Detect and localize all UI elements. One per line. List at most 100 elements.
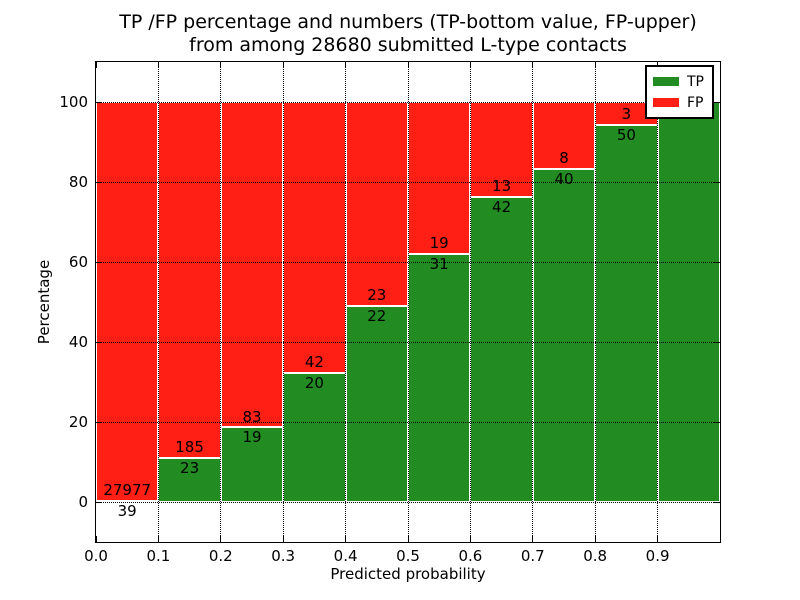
x-tick-mark bbox=[282, 536, 284, 542]
bar-tp-2 bbox=[220, 427, 284, 502]
bar-tp-8 bbox=[595, 124, 658, 502]
chart-title-line2: from among 28680 submitted L-type contac… bbox=[189, 34, 627, 56]
x-tick-mark bbox=[345, 536, 347, 542]
y-tick-mark bbox=[714, 501, 720, 503]
legend-entry-tp: TP bbox=[653, 71, 706, 92]
bar-tp-4 bbox=[345, 306, 408, 502]
x-tick-label-0.7: 0.7 bbox=[520, 547, 545, 565]
tp-count-label-2: 19 bbox=[242, 428, 262, 447]
tp-count-label-1: 23 bbox=[180, 458, 200, 477]
v-gridline bbox=[157, 62, 159, 542]
y-tick-label-20: 20 bbox=[68, 413, 88, 431]
bar-tp-9 bbox=[657, 102, 720, 502]
fp-count-label-0: 27977 bbox=[103, 481, 152, 500]
x-tick-mark bbox=[95, 62, 97, 68]
x-tick-mark bbox=[157, 62, 159, 68]
tp-count-label-3: 20 bbox=[304, 373, 324, 392]
x-tick-label-0.2: 0.2 bbox=[208, 547, 233, 565]
x-tick-label-0.4: 0.4 bbox=[333, 547, 358, 565]
x-tick-mark bbox=[469, 536, 471, 542]
x-tick-mark bbox=[719, 62, 721, 68]
x-tick-mark bbox=[532, 62, 534, 68]
bar-fp-2 bbox=[220, 102, 284, 428]
bar-fp-0 bbox=[96, 102, 159, 502]
tp-count-label-5: 31 bbox=[429, 255, 449, 273]
legend-fp-label: FP bbox=[687, 94, 704, 111]
x-tick-mark bbox=[95, 536, 97, 542]
x-tick-label-0.0: 0.0 bbox=[84, 547, 108, 565]
tp-count-label-7: 40 bbox=[554, 169, 574, 188]
x-tick-mark bbox=[407, 62, 409, 68]
v-gridline bbox=[220, 62, 222, 542]
bar-fp-4 bbox=[345, 102, 408, 307]
chart-title-line1: TP /FP percentage and numbers (TP-bottom… bbox=[119, 11, 697, 33]
y-tick-mark bbox=[714, 421, 720, 423]
x-tick-mark bbox=[657, 536, 659, 542]
bar-tp-6 bbox=[470, 196, 533, 502]
bar-fp-3 bbox=[283, 102, 346, 373]
tp-count-label-0: 39 bbox=[117, 502, 137, 521]
y-tick-label-0: 0 bbox=[78, 493, 88, 511]
x-tick-mark bbox=[469, 62, 471, 68]
bar-tp-5 bbox=[408, 254, 471, 502]
y-tick-mark bbox=[96, 181, 102, 183]
tp-count-label-6: 42 bbox=[492, 197, 512, 216]
bar-tp-7 bbox=[532, 168, 596, 502]
fp-count-label-7: 8 bbox=[559, 148, 569, 167]
v-gridline bbox=[345, 62, 347, 542]
fp-count-label-4: 23 bbox=[367, 286, 387, 305]
y-axis-label: Percentage bbox=[35, 259, 53, 345]
legend-entry-fp: FP bbox=[653, 92, 706, 113]
y-tick-mark bbox=[714, 181, 720, 183]
v-gridline bbox=[657, 62, 659, 542]
legend-fp-swatch bbox=[653, 98, 679, 107]
legend-tp-swatch bbox=[653, 77, 679, 86]
v-gridline bbox=[594, 62, 596, 542]
bar-tp-1 bbox=[158, 457, 221, 502]
x-tick-mark bbox=[157, 536, 159, 542]
x-tick-label-0.6: 0.6 bbox=[458, 547, 483, 565]
y-tick-mark bbox=[714, 261, 720, 263]
x-tick-label-0.5: 0.5 bbox=[396, 547, 420, 565]
y-tick-label-40: 40 bbox=[68, 333, 88, 351]
fp-count-label-1: 185 bbox=[175, 437, 204, 456]
x-tick-mark bbox=[594, 536, 596, 542]
bar-tp-3 bbox=[283, 372, 346, 502]
fp-count-label-2: 83 bbox=[242, 407, 262, 426]
y-tick-mark bbox=[96, 101, 102, 103]
x-tick-label-0.1: 0.1 bbox=[146, 547, 171, 565]
y-tick-mark bbox=[96, 421, 102, 423]
y-tick-mark bbox=[96, 341, 102, 343]
tp-count-label-8: 50 bbox=[616, 125, 636, 144]
v-gridline bbox=[407, 62, 409, 542]
x-axis-label: Predicted probability bbox=[330, 565, 486, 583]
tp-count-label-4: 22 bbox=[367, 307, 387, 326]
fp-count-label-3: 42 bbox=[304, 352, 324, 371]
x-tick-mark bbox=[407, 536, 409, 542]
x-tick-label-0.9: 0.9 bbox=[645, 547, 670, 565]
y-tick-mark bbox=[714, 341, 720, 343]
y-tick-label-80: 80 bbox=[68, 173, 88, 191]
fp-count-label-5: 19 bbox=[429, 234, 449, 252]
fp-count-label-6: 13 bbox=[492, 176, 512, 195]
plot-area: 2797739185238319422023221931134284035004… bbox=[95, 61, 721, 543]
y-tick-label-60: 60 bbox=[68, 253, 88, 271]
legend: TP FP bbox=[645, 65, 714, 119]
x-tick-label-0.8: 0.8 bbox=[583, 547, 608, 565]
v-gridline bbox=[469, 62, 471, 542]
x-tick-mark bbox=[594, 62, 596, 68]
v-gridline bbox=[282, 62, 284, 542]
y-tick-mark bbox=[714, 101, 720, 103]
x-tick-label-0.3: 0.3 bbox=[271, 547, 296, 565]
x-tick-mark bbox=[220, 536, 222, 542]
fp-count-label-8: 3 bbox=[621, 104, 632, 123]
v-gridline bbox=[532, 62, 534, 542]
x-tick-mark bbox=[282, 62, 284, 68]
x-tick-mark bbox=[719, 536, 721, 542]
y-tick-mark bbox=[96, 261, 102, 263]
y-tick-label-100: 100 bbox=[59, 93, 88, 111]
y-tick-mark bbox=[96, 501, 102, 503]
legend-tp-label: TP bbox=[687, 73, 704, 90]
x-tick-mark bbox=[532, 536, 534, 542]
